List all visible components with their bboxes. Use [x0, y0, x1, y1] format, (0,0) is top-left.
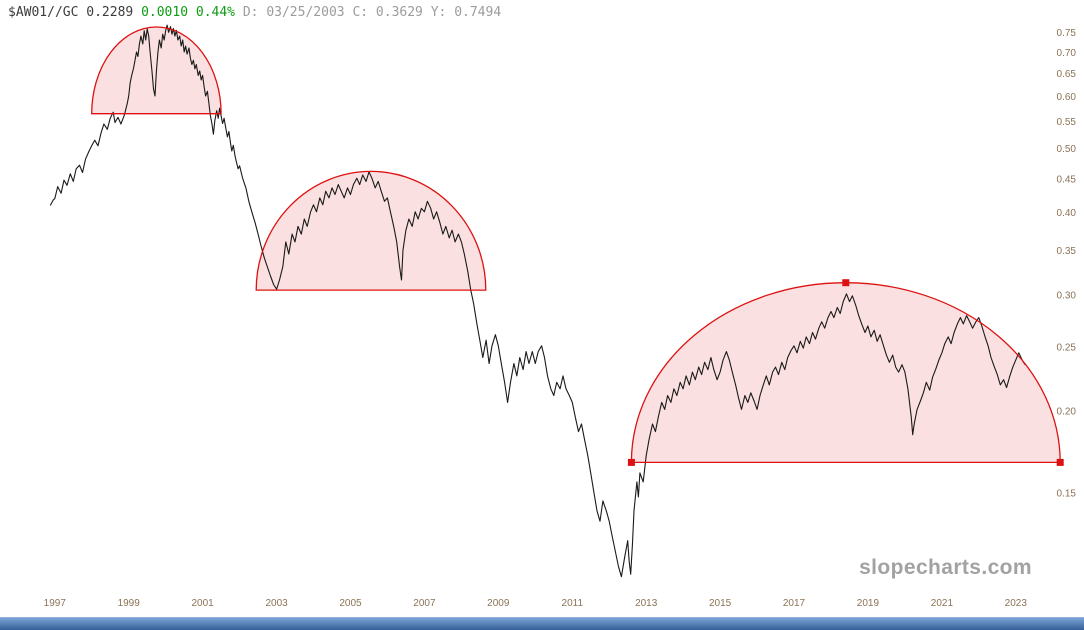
x-axis-label: 2021 — [931, 598, 954, 609]
dome-annotation-fill — [256, 171, 486, 291]
y-axis-label: 0.60 — [1057, 92, 1077, 103]
last-price: 0.2289 — [86, 5, 134, 20]
date-value: 03/25/2003 — [266, 5, 345, 20]
year-value: 0.7494 — [454, 5, 502, 20]
y-axis-label: 0.75 — [1057, 28, 1077, 39]
x-axis-label: 2005 — [339, 598, 362, 609]
y-axis-label: 0.30 — [1057, 290, 1077, 301]
x-axis-label: 2023 — [1005, 598, 1028, 609]
x-axis-label: 2003 — [265, 598, 288, 609]
x-axis-label: 1997 — [44, 598, 67, 609]
price-line — [49, 24, 1026, 578]
y-axis-label: 0.20 — [1057, 406, 1077, 417]
dome-annotation-outline[interactable] — [91, 26, 222, 115]
x-axis-label: 2013 — [635, 598, 658, 609]
y-axis-label: 0.50 — [1057, 144, 1077, 155]
bottom-panel-bar — [0, 617, 1084, 630]
y-axis-label: 0.70 — [1057, 48, 1077, 59]
x-axis-label: 2001 — [191, 598, 214, 609]
y-axis-label: 0.65 — [1057, 69, 1077, 80]
y-axis-label: 0.35 — [1057, 246, 1077, 257]
close-label: C: — [352, 5, 369, 20]
y-axis-label: 0.40 — [1057, 208, 1077, 219]
close-value: 0.3629 — [375, 5, 423, 20]
x-axis-label: 2015 — [709, 598, 732, 609]
y-axis-label: 0.15 — [1057, 489, 1077, 500]
quote-header: $AW01//GC 0.2289 0.0010 0.44% D: 03/25/2… — [8, 5, 501, 20]
dome-annotation-outline[interactable] — [630, 282, 1061, 464]
dome-drag-handle[interactable] — [842, 279, 850, 287]
date-label: D: — [242, 5, 259, 20]
dome-drag-handle[interactable] — [627, 458, 635, 466]
year-label: Y: — [430, 5, 447, 20]
dome-annotation-outline[interactable] — [255, 170, 487, 291]
x-axis-label: 2017 — [783, 598, 806, 609]
x-axis-label: 2007 — [413, 598, 436, 609]
dome-drag-handle[interactable] — [1056, 458, 1064, 466]
y-axis-label: 0.55 — [1057, 117, 1077, 128]
price-change: 0.0010 — [141, 5, 189, 20]
slopecharts-watermark: slopecharts.com — [859, 556, 1032, 579]
dome-annotation-fill — [631, 282, 1061, 463]
x-axis-label: 2019 — [857, 598, 880, 609]
x-axis-label: 2011 — [562, 598, 584, 609]
symbol-label: $AW01//GC — [8, 5, 79, 20]
y-axis-label: 0.45 — [1057, 174, 1077, 185]
x-axis-label: 1999 — [118, 598, 141, 609]
price-change-pct: 0.44% — [195, 5, 236, 20]
x-axis-label: 2009 — [487, 598, 510, 609]
y-axis-label: 0.25 — [1057, 343, 1077, 354]
